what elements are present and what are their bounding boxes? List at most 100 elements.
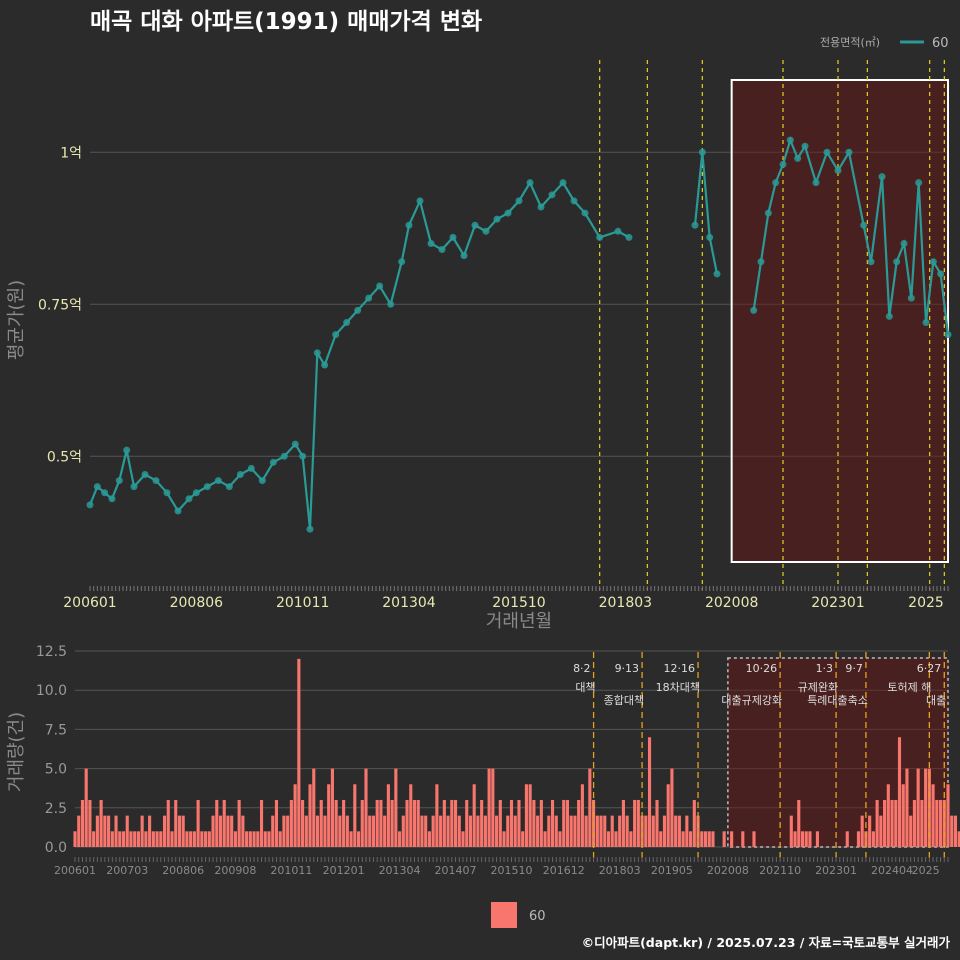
volume-bar	[289, 799, 293, 847]
volume-bar	[808, 831, 812, 847]
event-date-label: 8·2	[573, 662, 591, 675]
volume-bar	[241, 815, 245, 847]
volume-bar	[905, 768, 909, 847]
event-name-label: 대출	[926, 694, 946, 707]
volume-bar	[416, 799, 420, 847]
volume-xtick-label: 200601	[54, 864, 96, 877]
price-xtick-label: 200806	[170, 595, 224, 611]
volume-bar	[860, 815, 864, 847]
price-point	[922, 319, 930, 326]
event-date-label: 12·16	[664, 662, 696, 675]
volume-bar	[282, 815, 286, 847]
volume-xtick-label: 201510	[491, 864, 533, 877]
volume-bar	[181, 815, 185, 847]
price-point	[313, 349, 321, 357]
price-point	[225, 483, 233, 491]
event-date-label: 1·3	[816, 662, 834, 675]
volume-y-axis-title: 거래량(건)	[6, 712, 27, 792]
volume-bar	[315, 815, 320, 847]
volume-bar	[662, 815, 667, 847]
volume-bar	[509, 799, 514, 847]
price-point	[713, 270, 721, 278]
volume-xtick-label: 200703	[106, 864, 148, 877]
volume-bar	[233, 831, 237, 847]
volume-bar	[513, 815, 517, 847]
price-point	[915, 179, 923, 187]
volume-bar	[868, 815, 872, 847]
volume-bar	[342, 799, 346, 847]
volume-bar	[636, 799, 640, 847]
price-point	[123, 446, 131, 454]
price-point	[460, 252, 468, 260]
volume-bar	[875, 799, 879, 847]
chart-title: 매곡 대화 아파트(1991) 매매가격 변화	[90, 9, 482, 35]
volume-bar	[741, 831, 745, 847]
volume-bar	[155, 831, 159, 847]
price-point	[192, 489, 200, 497]
volume-bar	[278, 831, 282, 847]
price-point	[772, 179, 780, 187]
price-highlight-box	[730, 79, 950, 563]
volume-bar	[495, 815, 499, 847]
price-point	[907, 294, 915, 302]
volume-bar	[692, 799, 696, 847]
event-date-label: 9·13	[615, 662, 640, 675]
volume-bar	[707, 831, 711, 847]
price-series-line-0	[88, 180, 630, 530]
volume-bar	[536, 815, 540, 847]
price-point	[878, 173, 886, 181]
price-point	[764, 209, 772, 217]
price-xtick-label: 2025	[908, 595, 944, 611]
price-point	[365, 294, 373, 302]
volume-xtick-label: 201407	[435, 864, 477, 877]
volume-bar	[401, 815, 405, 847]
volume-bar	[170, 831, 174, 847]
volume-bar	[569, 815, 573, 847]
price-xtick-label: 201510	[492, 595, 545, 611]
price-point	[398, 258, 406, 266]
price-point	[185, 495, 193, 503]
price-xtick-label: 201803	[599, 595, 652, 611]
volume-bar	[230, 815, 234, 847]
event-date-label: 10·26	[746, 662, 778, 675]
volume-bar	[640, 815, 644, 847]
volume-bar	[398, 831, 402, 847]
volume-bar	[461, 831, 465, 847]
volume-bar	[196, 799, 200, 847]
event-date-label: 9·7	[845, 662, 863, 675]
volume-bar	[424, 815, 428, 847]
price-ytick-label: 0.5억	[47, 449, 82, 465]
price-point	[449, 233, 457, 241]
volume-bar	[293, 784, 297, 847]
price-point	[152, 477, 160, 485]
volume-bar	[614, 831, 618, 847]
price-point	[387, 300, 395, 308]
volume-bar	[409, 784, 413, 847]
legend-title: 전용면적(㎡)	[820, 36, 880, 49]
price-point	[280, 452, 288, 460]
price-xtick-label: 201011	[276, 595, 329, 611]
volume-bar	[677, 815, 681, 847]
volume-bar	[610, 815, 614, 847]
volume-bar	[633, 799, 637, 847]
legend-series-label: 60	[932, 36, 949, 51]
volume-bar	[815, 831, 819, 847]
footer-credit: ©디아파트(dapt.kr) / 2025.07.23 / 자료=국토교통부 실…	[582, 935, 951, 950]
volume-bar	[256, 831, 260, 847]
price-point	[214, 477, 222, 485]
volume-bar	[189, 831, 193, 847]
volume-bar	[211, 815, 215, 847]
price-point	[306, 525, 314, 533]
volume-bar	[330, 768, 334, 847]
price-point	[794, 154, 802, 162]
volume-bar	[110, 831, 114, 847]
volume-bar	[599, 815, 603, 847]
volume-bar	[916, 768, 920, 847]
volume-bar	[88, 799, 92, 847]
volume-bar	[521, 831, 525, 847]
volume-bar	[856, 831, 861, 847]
price-point	[354, 306, 362, 314]
price-point	[526, 179, 534, 187]
price-point	[174, 507, 182, 515]
volume-xtick-label: 202008	[707, 864, 749, 877]
